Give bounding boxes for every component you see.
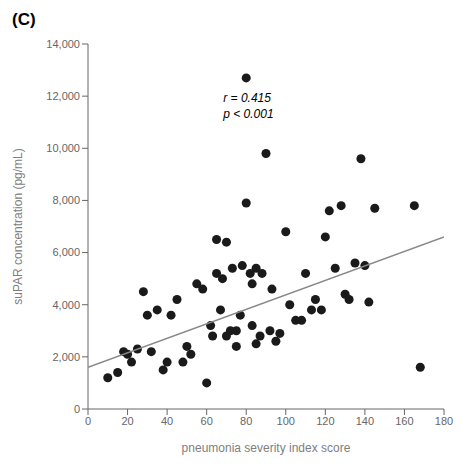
svg-text:140: 140 xyxy=(356,415,374,427)
html-text:(C): (C) xyxy=(12,10,36,29)
svg-text:suPAR concentration (pg/mL): suPAR concentration (pg/mL) xyxy=(11,148,25,305)
svg-text:180: 180 xyxy=(435,415,453,427)
svg-text:40: 40 xyxy=(161,415,173,427)
svg-text:8,000: 8,000 xyxy=(52,194,80,206)
svg-text:0: 0 xyxy=(74,403,80,415)
html-text:r = 0.415 p < 0.001: r = 0.415 p < 0.001 xyxy=(223,91,274,121)
svg-text:20: 20 xyxy=(121,415,133,427)
svg-text:pneumonia severity index score: pneumonia severity index score xyxy=(182,441,351,455)
svg-text:6,000: 6,000 xyxy=(52,246,80,258)
svg-text:14,000: 14,000 xyxy=(46,38,80,50)
svg-text:12,000: 12,000 xyxy=(46,90,80,102)
svg-text:4,000: 4,000 xyxy=(52,299,80,311)
svg-text:160: 160 xyxy=(395,415,413,427)
svg-text:10,000: 10,000 xyxy=(46,142,80,154)
svg-text:2,000: 2,000 xyxy=(52,351,80,363)
svg-text:0: 0 xyxy=(85,415,91,427)
svg-text:60: 60 xyxy=(201,415,213,427)
svg-text:100: 100 xyxy=(277,415,295,427)
svg-text:120: 120 xyxy=(316,415,334,427)
svg-text:80: 80 xyxy=(240,415,252,427)
